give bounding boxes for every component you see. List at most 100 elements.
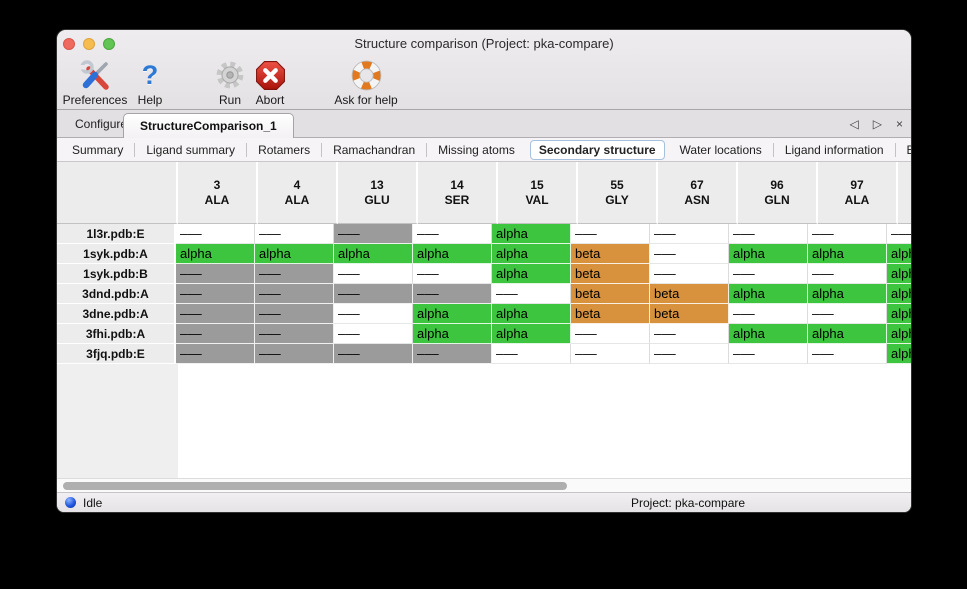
ss-cell[interactable]: alpha [808,284,887,304]
ss-cell[interactable]: ––– [729,344,808,364]
subtab-b-factors[interactable]: B-factors [906,142,911,157]
ss-cell[interactable]: alpha [492,304,571,324]
subtab-rotamers[interactable]: Rotamers [258,142,311,157]
ss-cell[interactable]: alpha [887,264,911,284]
ss-cell[interactable]: ––– [255,224,334,244]
ss-cell[interactable]: ––– [808,304,887,324]
tab-configure[interactable]: Configure [75,117,128,131]
ss-cell[interactable]: beta [571,284,650,304]
tab-prev-icon[interactable]: ◁ [849,117,859,131]
toolbar-button-preferences[interactable]: Preferences [59,54,131,108]
ss-cell[interactable]: ––– [571,224,650,244]
ss-cell[interactable]: ––– [808,344,887,364]
close-window-button[interactable] [63,38,75,50]
tab-structurecomparison-1[interactable]: StructureComparison_1 [123,113,294,138]
ss-cell[interactable]: ––– [413,344,492,364]
ss-cell[interactable]: alpha [492,244,571,264]
ss-cell[interactable]: alpha [413,244,492,264]
ss-cell[interactable]: alpha [413,324,492,344]
row-label-1syk-pdb-A[interactable]: 1syk.pdb:A [57,244,176,264]
subtab-missing-atoms[interactable]: Missing atoms [438,142,515,157]
ss-cell[interactable]: ––– [176,224,255,244]
ss-cell[interactable]: ––– [571,344,650,364]
row-label-1l3r-pdb-E[interactable]: 1l3r.pdb:E [57,224,176,244]
subtab-summary[interactable]: Summary [72,142,124,157]
ss-cell[interactable]: alpha [887,324,911,344]
ss-cell[interactable]: alpha [492,264,571,284]
ss-cell[interactable]: ––– [413,264,492,284]
toolbar-button-help[interactable]: ? Help [129,54,171,108]
ss-cell[interactable]: beta [571,264,650,284]
ss-cell[interactable]: beta [650,284,729,304]
zoom-window-button[interactable] [103,38,115,50]
toolbar-button-abort[interactable]: Abort [245,54,295,108]
toolbar-button-run[interactable]: Run [205,54,255,108]
row-label-3fjq-pdb-E[interactable]: 3fjq.pdb:E [57,344,176,364]
ss-cell[interactable]: beta [571,304,650,324]
subtab-water-locations[interactable]: Water locations [679,142,762,157]
ss-cell[interactable]: ––– [729,264,808,284]
ss-cell[interactable]: ––– [650,224,729,244]
ss-cell[interactable]: beta [571,244,650,264]
toolbar-button-ask-for-help[interactable]: Ask for help [329,54,403,108]
subtab-ramachandran[interactable]: Ramachandran [333,142,416,157]
ss-cell[interactable]: ––– [334,344,413,364]
ss-cell[interactable]: ––– [255,304,334,324]
ss-cell[interactable]: ––– [334,304,413,324]
ss-cell[interactable]: ––– [808,264,887,284]
subtab-secondary-structure[interactable]: Secondary structure [529,139,665,160]
ss-cell[interactable]: ––– [255,264,334,284]
ss-cell[interactable]: alpha [255,244,334,264]
ss-cell[interactable]: ––– [413,284,492,304]
row-label-3fhi-pdb-A[interactable]: 3fhi.pdb:A [57,324,176,344]
ss-cell[interactable]: alpha [413,304,492,324]
ss-cell[interactable]: ––– [650,324,729,344]
row-label-3dnd-pdb-A[interactable]: 3dnd.pdb:A [57,284,176,304]
row-label-1syk-pdb-B[interactable]: 1syk.pdb:B [57,264,176,284]
ss-cell[interactable]: alpha [176,244,255,264]
ss-cell[interactable]: ––– [887,224,911,244]
tab-next-icon[interactable]: ▷ [872,117,882,131]
subtab-ligand-summary[interactable]: Ligand summary [146,142,236,157]
ss-cell[interactable]: ––– [650,264,729,284]
ss-cell[interactable]: beta [650,304,729,324]
tab-close-icon[interactable]: × [895,117,903,131]
ss-cell[interactable]: ––– [334,284,413,304]
ss-cell[interactable]: ––– [729,224,808,244]
ss-cell[interactable]: ––– [176,344,255,364]
ss-cell[interactable]: ––– [492,344,571,364]
ss-cell[interactable]: ––– [334,264,413,284]
ss-cell[interactable]: ––– [808,224,887,244]
ss-cell[interactable]: ––– [334,324,413,344]
horizontal-scrollbar[interactable] [57,478,911,492]
ss-cell[interactable]: ––– [176,304,255,324]
subtab-ligand-information[interactable]: Ligand information [784,142,884,157]
horizontal-scrollbar-thumb[interactable] [63,482,567,490]
ss-cell[interactable]: alpha [887,344,911,364]
ss-cell[interactable]: alpha [808,244,887,264]
ss-cell[interactable]: ––– [334,224,413,244]
ss-cell[interactable]: alpha [887,284,911,304]
ss-cell[interactable]: ––– [413,224,492,244]
ss-cell[interactable]: ––– [650,244,729,264]
ss-cell[interactable]: ––– [255,324,334,344]
ss-cell[interactable]: ––– [650,344,729,364]
ss-cell[interactable]: alpha [729,324,808,344]
ss-cell[interactable]: ––– [255,344,334,364]
ss-cell[interactable]: alpha [492,224,571,244]
ss-cell[interactable]: alpha [492,324,571,344]
ss-cell[interactable]: alpha [729,284,808,304]
ss-cell[interactable]: alpha [887,244,911,264]
ss-cell[interactable]: ––– [729,304,808,324]
ss-cell[interactable]: alpha [808,324,887,344]
ss-cell[interactable]: ––– [176,264,255,284]
row-label-3dne-pdb-A[interactable]: 3dne.pdb:A [57,304,176,324]
ss-cell[interactable]: ––– [176,324,255,344]
ss-cell[interactable]: alpha [334,244,413,264]
minimize-window-button[interactable] [83,38,95,50]
ss-cell[interactable]: ––– [492,284,571,304]
ss-cell[interactable]: ––– [571,324,650,344]
ss-cell[interactable]: ––– [176,284,255,304]
ss-cell[interactable]: alpha [887,304,911,324]
ss-cell[interactable]: ––– [255,284,334,304]
